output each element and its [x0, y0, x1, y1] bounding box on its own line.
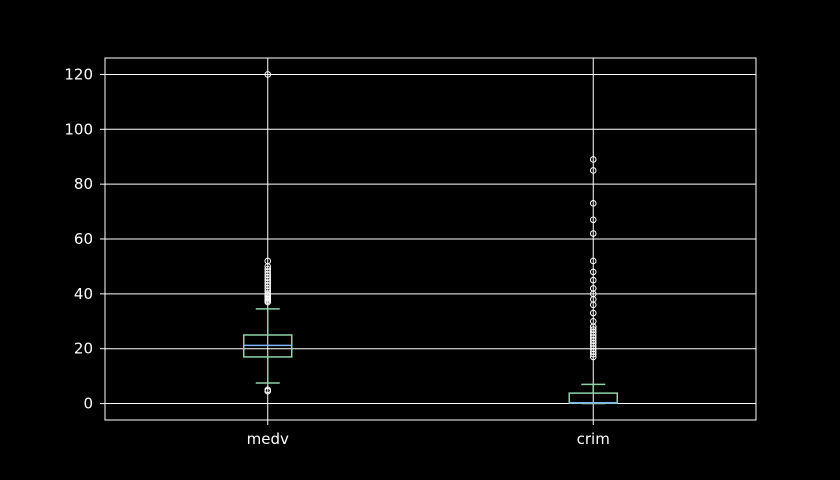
x-axis-ticks: medv crim	[247, 420, 610, 448]
outlier-point	[589, 268, 597, 276]
outlier-point	[589, 285, 597, 292]
outlier-point	[589, 317, 597, 325]
outlier-point	[264, 257, 272, 265]
box-crim	[568, 156, 618, 405]
outlier-point	[589, 200, 597, 207]
y-tick-label: 40	[74, 285, 93, 303]
outlier-point	[589, 216, 597, 224]
y-tick-label: 80	[74, 175, 93, 193]
outlier-point	[589, 326, 597, 333]
y-tick-label: 0	[83, 395, 93, 413]
outlier-point	[264, 386, 272, 394]
y-tick-label: 120	[64, 65, 93, 83]
outlier-point	[589, 230, 597, 237]
outlier-point	[589, 156, 597, 163]
box-plot-area	[243, 71, 618, 405]
outlier-point	[264, 265, 272, 273]
y-axis-ticks: 0 20 40 60 80 100 120	[64, 65, 105, 413]
grid-lines	[105, 58, 756, 420]
outlier-point	[264, 71, 272, 78]
outlier-point	[589, 309, 597, 317]
y-tick-label: 20	[74, 340, 93, 358]
x-tick-label: crim	[577, 430, 610, 448]
box-medv	[243, 71, 293, 395]
y-tick-label: 60	[74, 230, 93, 248]
outlier-point	[589, 167, 597, 174]
y-tick-label: 100	[64, 120, 93, 138]
outlier-point	[589, 276, 597, 284]
x-tick-label: medv	[247, 430, 289, 448]
outlier-point	[589, 257, 597, 265]
